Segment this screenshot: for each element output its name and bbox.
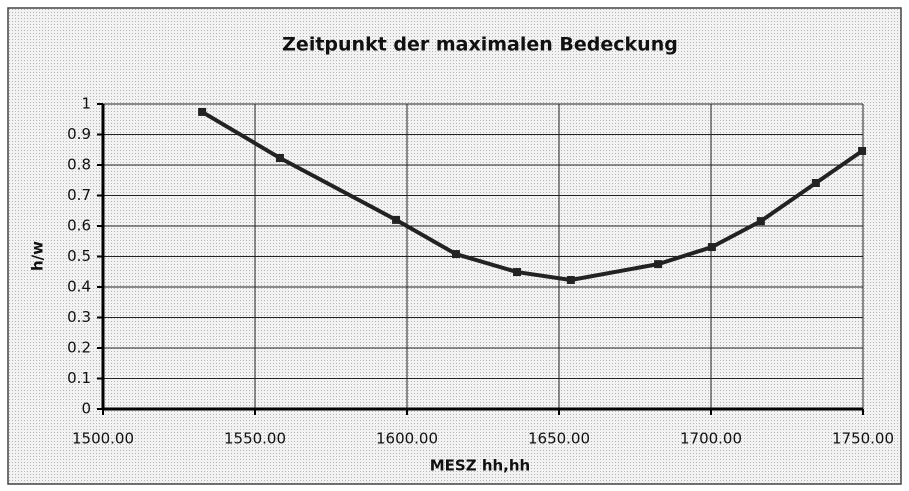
data-point — [392, 215, 401, 224]
y-axis-title: h/w — [29, 241, 47, 271]
x-tick-label: 1750.00 — [832, 430, 894, 448]
y-tick-label: 0.6 — [67, 217, 91, 235]
x-tick-label: 1650.00 — [528, 430, 590, 448]
y-tick-label: 0.4 — [67, 278, 91, 296]
y-tick-label: 0 — [81, 400, 91, 418]
data-point — [566, 275, 575, 284]
y-tick-label: 0.1 — [67, 369, 91, 387]
x-tick-label: 1550.00 — [224, 430, 286, 448]
y-tick-label: 0.9 — [67, 125, 91, 143]
y-tick-label: 0.5 — [67, 247, 91, 265]
x-tick-label: 1500.00 — [72, 430, 134, 448]
y-tick-label: 0.3 — [67, 308, 91, 326]
chart-title: Zeitpunkt der maximalen Bedeckung — [282, 34, 678, 56]
data-point — [275, 153, 284, 162]
data-point — [451, 250, 460, 259]
data-point — [756, 217, 765, 226]
y-tick-label: 0.7 — [67, 186, 91, 204]
x-tick-label: 1600.00 — [376, 430, 438, 448]
y-tick-label: 0.2 — [67, 339, 91, 357]
data-point — [654, 260, 663, 269]
x-axis-title: MESZ hh,hh — [430, 457, 531, 475]
data-point — [198, 107, 207, 116]
data-point — [707, 243, 716, 252]
data-point — [811, 178, 820, 187]
y-tick-label: 1 — [81, 95, 91, 113]
y-tick-label: 0.8 — [67, 156, 91, 174]
data-point — [513, 268, 522, 277]
x-tick-label: 1700.00 — [680, 430, 742, 448]
data-point — [858, 146, 867, 155]
